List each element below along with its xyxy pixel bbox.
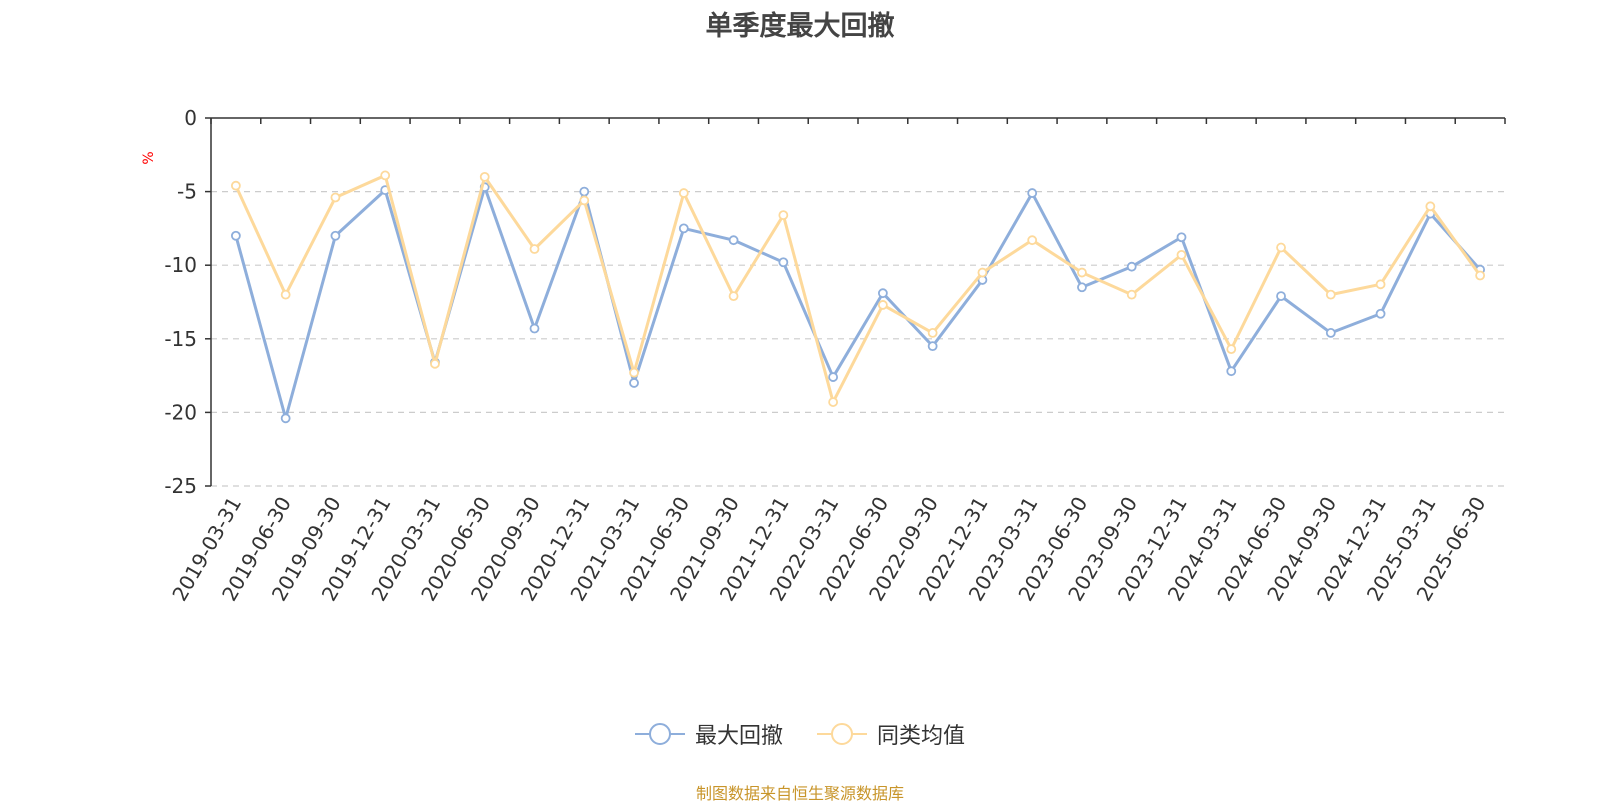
- series-0: [230, 182, 1486, 424]
- data-point[interactable]: [1276, 291, 1286, 302]
- data-point[interactable]: [877, 288, 888, 299]
- legend-label: 同类均值: [877, 724, 966, 749]
- source-note: 制图数据来自恒生聚源数据库: [695, 784, 904, 803]
- data-point[interactable]: [1226, 344, 1237, 355]
- y-tick-label: -15: [164, 327, 197, 351]
- data-point[interactable]: [927, 328, 938, 338]
- data-point[interactable]: [1425, 201, 1436, 212]
- data-point[interactable]: [1077, 282, 1087, 293]
- data-point[interactable]: [877, 300, 888, 310]
- series-1: [230, 170, 1486, 407]
- legend-label: 最大回撤: [694, 724, 783, 749]
- legend-item-series-0[interactable]: 最大回撤: [634, 718, 783, 750]
- data-point[interactable]: [1375, 279, 1386, 290]
- data-point[interactable]: [579, 195, 590, 206]
- legend-marker-icon: [817, 723, 867, 745]
- y-tick-label: -20: [164, 400, 197, 424]
- data-point[interactable]: [678, 223, 689, 234]
- data-point[interactable]: [927, 341, 938, 352]
- data-point[interactable]: [1226, 366, 1237, 377]
- legend-marker-icon: [634, 723, 685, 745]
- data-point[interactable]: [1325, 328, 1336, 338]
- data-point[interactable]: [977, 267, 988, 278]
- data-point[interactable]: [778, 210, 789, 221]
- data-point[interactable]: [778, 257, 789, 268]
- data-point[interactable]: [1126, 261, 1137, 272]
- y-tick-label: -25: [164, 474, 197, 498]
- chart-legend: 最大回撤 同类均值: [0, 718, 1600, 750]
- data-point[interactable]: [230, 180, 241, 191]
- data-point[interactable]: [1027, 235, 1038, 246]
- line-chart: % 0-5-10-15-20-252019-03-312019-06-30201…: [141, 106, 1506, 605]
- data-point[interactable]: [828, 397, 839, 407]
- series-line: [234, 185, 1482, 420]
- data-point[interactable]: [330, 192, 341, 203]
- data-point[interactable]: [1475, 270, 1486, 281]
- data-point[interactable]: [430, 358, 440, 369]
- data-point[interactable]: [529, 323, 540, 334]
- data-point[interactable]: [629, 367, 639, 378]
- data-point[interactable]: [1276, 242, 1286, 253]
- data-point[interactable]: [479, 171, 490, 182]
- data-point[interactable]: [280, 413, 291, 424]
- data-point[interactable]: [828, 372, 839, 382]
- data-point[interactable]: [330, 230, 341, 241]
- data-point[interactable]: [579, 186, 590, 197]
- data-point[interactable]: [1077, 267, 1087, 278]
- data-point[interactable]: [1126, 289, 1137, 300]
- y-tick-label: -10: [164, 253, 197, 277]
- data-point[interactable]: [1176, 232, 1187, 243]
- data-point[interactable]: [280, 289, 291, 300]
- data-point[interactable]: [678, 188, 689, 198]
- data-point[interactable]: [529, 244, 540, 254]
- data-point[interactable]: [629, 378, 639, 388]
- y-tick-label: -5: [177, 180, 197, 204]
- chart-title: 单季度最大回撤: [705, 11, 895, 42]
- data-point[interactable]: [230, 230, 241, 241]
- data-point[interactable]: [1176, 249, 1187, 260]
- data-point[interactable]: [728, 291, 739, 302]
- data-point[interactable]: [380, 170, 391, 181]
- y-axis-unit-label: %: [141, 151, 157, 164]
- y-tick-label: 0: [184, 106, 197, 130]
- series-line: [234, 173, 1482, 404]
- data-point[interactable]: [1375, 308, 1386, 319]
- data-point[interactable]: [728, 235, 739, 246]
- data-point[interactable]: [1325, 289, 1336, 300]
- legend-item-series-1[interactable]: 同类均值: [817, 718, 965, 750]
- data-point[interactable]: [1027, 188, 1038, 198]
